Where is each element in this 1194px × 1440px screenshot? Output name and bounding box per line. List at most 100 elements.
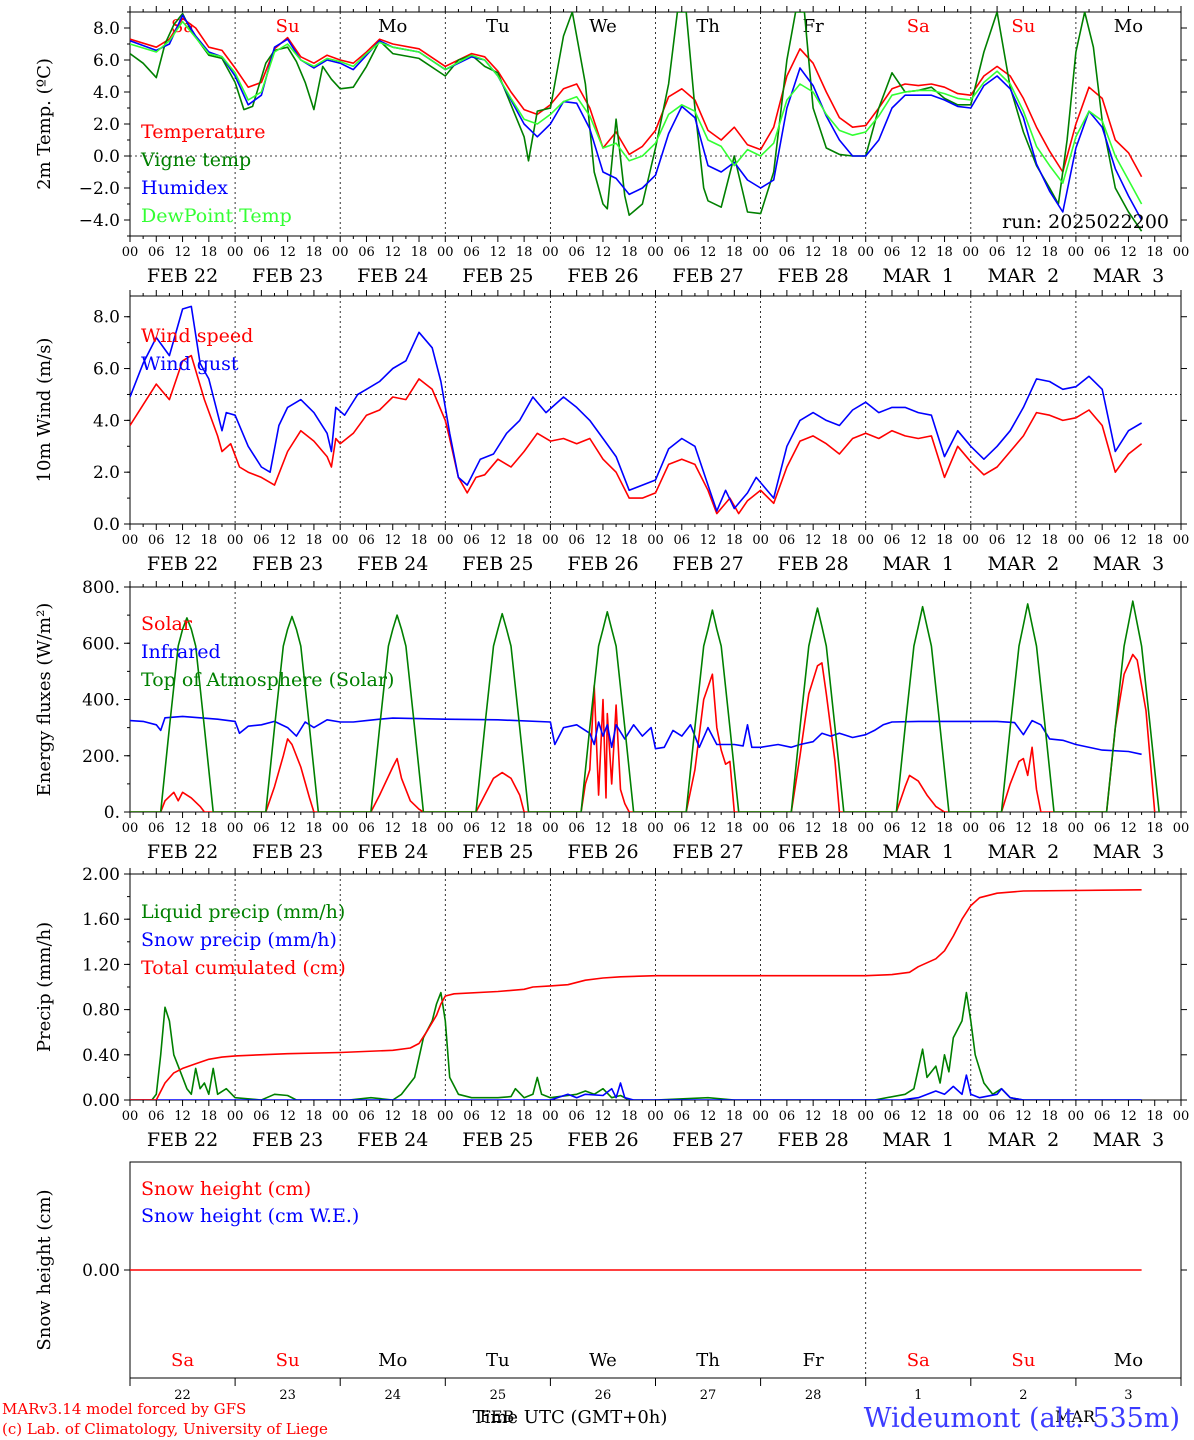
- y-axis-title: 2m Temp. (ºC): [34, 58, 55, 190]
- series-line-liquid-precip-mm-h-: [130, 991, 1142, 1100]
- hour-tick-label: 18: [1041, 245, 1058, 260]
- model-credit: MARv3.14 model forced by GFS: [2, 1400, 246, 1418]
- hour-tick-label: 18: [936, 245, 953, 260]
- hour-tick-label: 12: [1015, 1109, 1032, 1124]
- hour-tick-label: 12: [595, 533, 612, 548]
- date-label: FEB 28: [778, 553, 849, 575]
- hour-tick-label: 06: [463, 533, 480, 548]
- hour-tick-label: 00: [332, 245, 349, 260]
- hour-tick-label: 18: [306, 821, 323, 836]
- day-number-label: 3: [1124, 1388, 1132, 1403]
- weekday-label: Tu: [486, 16, 510, 37]
- hour-tick-label: 00: [542, 821, 559, 836]
- y-tick-label: 400.: [82, 691, 120, 711]
- date-label: MAR 3: [1093, 1129, 1165, 1151]
- y-tick-label: 0.00: [82, 1261, 120, 1281]
- y-axis-title: Snow height (cm): [34, 1189, 55, 1350]
- hour-tick-label: 18: [516, 533, 533, 548]
- hour-tick-label: 06: [989, 533, 1006, 548]
- hour-tick-label: 12: [384, 821, 401, 836]
- hour-tick-label: 12: [279, 533, 296, 548]
- hour-tick-label: 00: [752, 821, 769, 836]
- station-name: Wideumont (alt. 535m): [864, 1403, 1180, 1434]
- day-number-label: 24: [384, 1388, 401, 1403]
- hour-tick-label: 18: [621, 245, 638, 260]
- hour-tick-label: 18: [936, 1109, 953, 1124]
- hour-tick-label: 12: [490, 245, 507, 260]
- hour-tick-label: 06: [989, 1109, 1006, 1124]
- day-number-label: 2: [1019, 1388, 1027, 1403]
- series-line-dewpoint-temp: [130, 20, 1143, 205]
- series-line-wind-speed: [130, 354, 1143, 515]
- hour-tick-label: 06: [779, 245, 796, 260]
- y-tick-label: 4.0: [93, 83, 120, 103]
- hour-tick-label: 18: [726, 1109, 743, 1124]
- weekday-label: Mo: [378, 1350, 407, 1371]
- hour-tick-label: 00: [227, 245, 244, 260]
- day-number-label: 22: [174, 1388, 191, 1403]
- date-label: FEB 26: [567, 553, 638, 575]
- hour-tick-label: 00: [857, 1109, 874, 1124]
- weekday-label: Mo: [1114, 1350, 1143, 1371]
- hour-tick-label: 12: [700, 1109, 717, 1124]
- hour-tick-label: 00: [332, 1109, 349, 1124]
- hour-tick-label: 00: [1068, 245, 1085, 260]
- hour-tick-label: 12: [805, 1109, 822, 1124]
- legend-entry: Vigne temp: [140, 149, 251, 171]
- hour-tick-label: 06: [884, 245, 901, 260]
- hour-tick-label: 06: [989, 245, 1006, 260]
- y-tick-label: 0.0: [93, 515, 120, 535]
- hour-tick-label: 00: [857, 821, 874, 836]
- day-number-label: 25: [490, 1388, 507, 1403]
- hour-tick-label: 06: [253, 821, 270, 836]
- hour-tick-label: 00: [437, 533, 454, 548]
- hour-tick-label: 12: [279, 821, 296, 836]
- date-label: FEB 22: [147, 1129, 218, 1151]
- date-label: FEB 24: [357, 265, 428, 287]
- weekday-label: Su: [276, 16, 300, 37]
- legend-entry: Liquid precip (mm/h): [141, 901, 345, 923]
- hour-tick-label: 18: [1041, 1109, 1058, 1124]
- hour-tick-label: 06: [884, 533, 901, 548]
- hour-tick-label: 12: [1120, 821, 1137, 836]
- date-label: MAR 2: [988, 841, 1060, 863]
- hour-tick-label: 06: [148, 533, 165, 548]
- hour-tick-label: 18: [1146, 1109, 1163, 1124]
- hour-tick-label: 06: [358, 533, 375, 548]
- hour-tick-label: 00: [332, 533, 349, 548]
- hour-tick-label: 06: [779, 533, 796, 548]
- legend-entry: Snow precip (mm/h): [141, 929, 337, 951]
- series-line-vigne-temp: [130, 12, 1143, 232]
- hour-tick-label: 18: [621, 821, 638, 836]
- y-tick-label: 8.0: [93, 19, 120, 39]
- hour-tick-label: 00: [122, 821, 139, 836]
- date-label: FEB 26: [567, 1129, 638, 1151]
- hour-tick-label: 18: [411, 533, 428, 548]
- date-label: FEB 26: [567, 841, 638, 863]
- hour-tick-label: 06: [358, 821, 375, 836]
- hour-tick-label: 06: [1094, 245, 1111, 260]
- date-label: FEB 28: [778, 841, 849, 863]
- hour-tick-label: 06: [253, 245, 270, 260]
- date-label: FEB 22: [147, 265, 218, 287]
- y-tick-label: 8.0: [93, 308, 120, 328]
- hour-tick-label: 18: [1041, 821, 1058, 836]
- bottom-month-feb: FEB: [480, 1407, 515, 1426]
- hour-tick-label: 06: [148, 1109, 165, 1124]
- hour-tick-label: 06: [674, 1109, 691, 1124]
- y-tick-label: 0.40: [82, 1046, 120, 1066]
- bottom-month-mar: MAR: [1055, 1407, 1096, 1426]
- y-tick-label: 2.0: [93, 463, 120, 483]
- weekday-label: Fr: [803, 1350, 824, 1371]
- hour-tick-label: 00: [1173, 533, 1190, 548]
- y-tick-label: 6.0: [93, 360, 120, 380]
- hour-tick-label: 12: [910, 533, 927, 548]
- day-number-label: 27: [700, 1388, 717, 1403]
- hour-tick-label: 00: [752, 1109, 769, 1124]
- hour-tick-label: 18: [726, 533, 743, 548]
- hour-tick-label: 12: [595, 1109, 612, 1124]
- weekday-label: Tu: [486, 1350, 510, 1371]
- legend-entry: Wind gust: [141, 353, 239, 375]
- meteogram-panels: 8.0 6.0 4.0 2.0 0.0 −2.0 −4.0 2m Temp. (ºC) 00 06…: [34, 6, 1189, 1403]
- hour-tick-label: 18: [726, 821, 743, 836]
